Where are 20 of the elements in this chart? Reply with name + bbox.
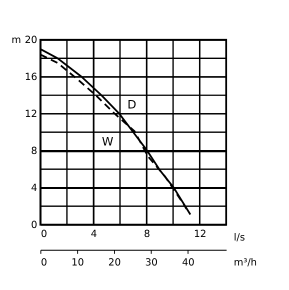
x2-tick-label: 0 — [40, 258, 48, 269]
y-tick-label: 20 — [24, 34, 38, 46]
series-label: W — [102, 134, 114, 149]
x-tick-label: 0 — [40, 228, 48, 240]
x-tick-label: 4 — [90, 228, 98, 240]
x-tick-label: 12 — [194, 228, 206, 240]
x-axis-title: l/s — [234, 232, 246, 244]
y-tick-label: 0 — [30, 220, 38, 231]
y-tick-label: 8 — [30, 146, 38, 157]
y-axis-title: m — [11, 34, 22, 46]
x2-axis-title: m³/h — [234, 258, 257, 269]
x2-tick-label: 40 — [182, 258, 195, 269]
y-tick-label: 12 — [24, 108, 38, 120]
x2-tick-label: 10 — [71, 258, 84, 269]
x2-tick-label: 20 — [108, 258, 121, 269]
x-tick-label: 8 — [144, 228, 150, 240]
series-label: D — [127, 97, 136, 112]
y-tick-label: 4 — [30, 182, 38, 194]
y-tick-label: 16 — [24, 72, 38, 83]
x2-tick-label: 30 — [145, 258, 158, 269]
